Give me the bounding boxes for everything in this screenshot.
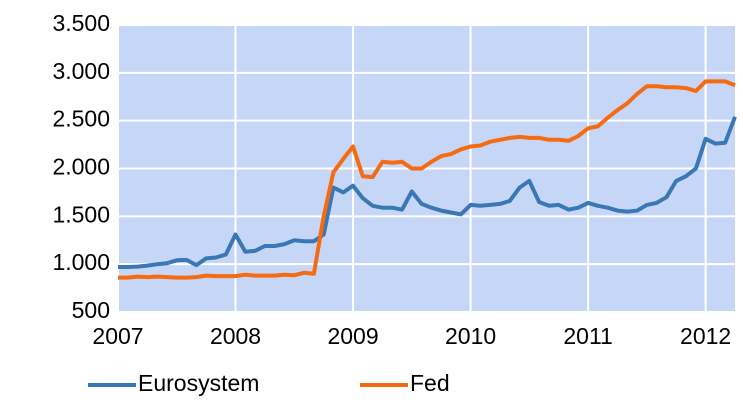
series-line bbox=[118, 79, 736, 280]
x-tick-label: 2012 bbox=[680, 323, 731, 349]
x-tick-label: 2008 bbox=[210, 323, 261, 349]
y-tick-label: 3.000 bbox=[52, 58, 110, 84]
legend-label: Eurosystem bbox=[138, 370, 259, 396]
y-tick-label: 1.000 bbox=[52, 249, 110, 275]
legend-label: Fed bbox=[410, 370, 450, 396]
x-tick-label: 2011 bbox=[563, 323, 612, 349]
y-tick-label: 3.500 bbox=[52, 10, 110, 36]
x-tick-label: 2007 bbox=[92, 323, 143, 349]
y-tick-label: 2.500 bbox=[52, 106, 110, 132]
y-tick-label: 2.000 bbox=[52, 154, 110, 180]
x-tick-label: 2010 bbox=[445, 323, 496, 349]
series-line bbox=[118, 116, 737, 269]
x-tick-label: 2009 bbox=[327, 323, 378, 349]
y-tick-label: 500 bbox=[72, 297, 110, 323]
y-tick-label: 1.500 bbox=[52, 201, 110, 227]
